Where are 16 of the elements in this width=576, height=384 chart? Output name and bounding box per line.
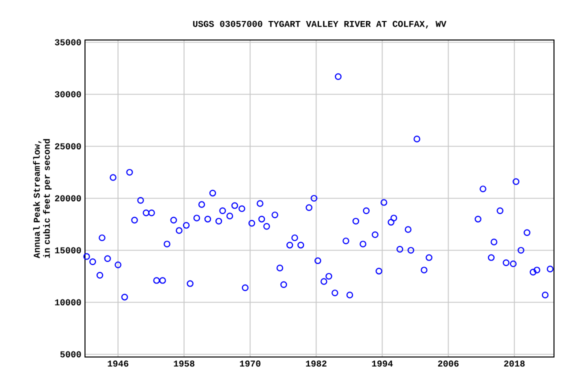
y-tick-label: 20000 <box>54 195 81 202</box>
y-tick-label: 25000 <box>54 143 81 150</box>
x-tick-label: 1982 <box>306 360 326 367</box>
x-tick-label: 2018 <box>504 360 525 367</box>
y-tick-label: 10000 <box>55 299 81 306</box>
x-tick-label: 1958 <box>174 360 194 367</box>
y-tick-label: 15000 <box>55 247 81 254</box>
y-tick-label: 5000 <box>60 351 81 358</box>
x-tick-label: 1946 <box>108 360 128 367</box>
y-tick-label: 35000 <box>54 39 81 46</box>
x-tick-label: 1970 <box>240 360 260 367</box>
x-tick-label: 2006 <box>438 360 459 367</box>
x-tick-label: 1994 <box>372 360 393 367</box>
chart-title: USGS 03057000 TYGART VALLEY RIVER AT COLFAX, WV <box>193 20 446 28</box>
y-tick-label: 30000 <box>54 91 81 98</box>
y-axis-title: Annual Peak Streamflow, in cubic feet per second <box>33 139 52 258</box>
